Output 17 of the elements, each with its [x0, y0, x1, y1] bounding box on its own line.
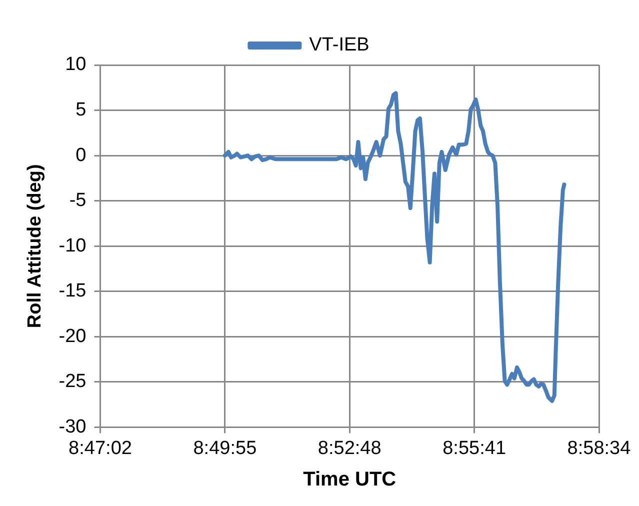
- legend-label: VT-IEB: [309, 34, 370, 56]
- y-tick-label: -25: [58, 371, 86, 392]
- y-tick-label: -30: [58, 416, 86, 438]
- x-tick-label: 8:58:34: [567, 438, 632, 459]
- y-axis-title: Roll Attitude (deg): [24, 164, 46, 328]
- x-tick-label: 8:52:48: [318, 438, 382, 459]
- y-tick-label: -20: [58, 326, 86, 347]
- y-tick-label: -10: [58, 235, 86, 256]
- y-tick-label: -5: [69, 190, 86, 212]
- y-tick-label: 0: [76, 144, 86, 166]
- y-tick-label: 5: [76, 100, 86, 121]
- x-tick-label: 8:47:02: [68, 438, 132, 459]
- x-tick-label: 8:55:41: [442, 438, 506, 459]
- x-axis-title: Time UTC: [303, 468, 396, 491]
- y-tick-label: 10: [65, 54, 86, 76]
- x-tick-label: 8:49:55: [193, 438, 257, 459]
- y-tick-label: -15: [58, 280, 86, 302]
